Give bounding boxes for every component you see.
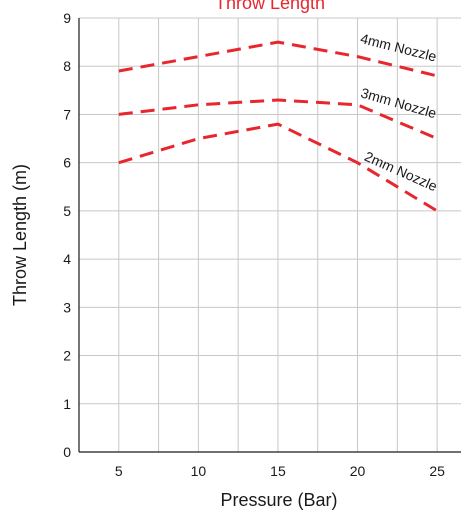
- series-line-2: [118, 98, 438, 140]
- axes: [78, 18, 461, 453]
- y-tick-label: 7: [63, 106, 71, 122]
- x-tick-label: 5: [115, 463, 123, 479]
- grid: [79, 17, 461, 452]
- chart-title: Throw Length: [215, 0, 325, 13]
- series-layer: [118, 40, 438, 213]
- series-label: 4mm Nozzle: [359, 30, 439, 64]
- series-line-3: [118, 122, 438, 213]
- y-tick-label: 8: [63, 58, 71, 74]
- y-tick-label: 1: [63, 396, 71, 412]
- x-tick-label: 25: [429, 463, 445, 479]
- y-tick-label: 4: [63, 251, 71, 267]
- series-line-1: [118, 40, 438, 78]
- y-axis-title: Throw Length (m): [10, 164, 30, 306]
- y-tick-label: 3: [63, 299, 71, 315]
- tick-labels: 0 1 2 3 4 5 6 7 8 9 5 10 15 20 25: [63, 10, 445, 479]
- x-axis-title: Pressure (Bar): [220, 490, 337, 510]
- series-label: 3mm Nozzle: [359, 84, 438, 121]
- x-tick-label: 20: [350, 463, 366, 479]
- y-tick-label: 0: [63, 444, 71, 460]
- y-tick-label: 9: [63, 10, 71, 26]
- y-tick-label: 2: [63, 348, 71, 364]
- x-tick-label: 10: [191, 463, 207, 479]
- y-tick-label: 5: [63, 203, 71, 219]
- x-tick-label: 15: [270, 463, 286, 479]
- y-tick-label: 6: [63, 155, 71, 171]
